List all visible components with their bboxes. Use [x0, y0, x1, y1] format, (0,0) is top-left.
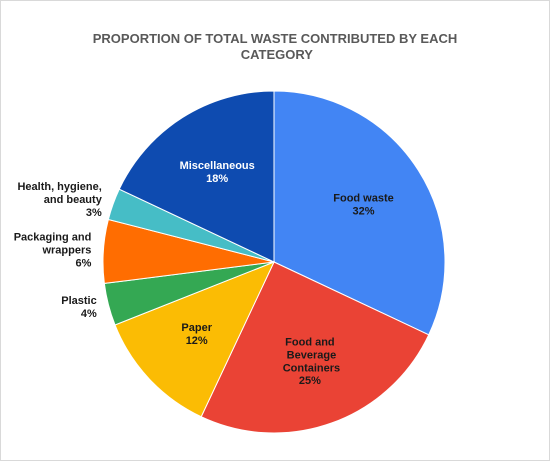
pie-slice	[273, 90, 446, 336]
chart-title: PROPORTION OF TOTAL WASTE CONTRIBUTED BY…	[93, 31, 458, 62]
slice-label: Packaging and wrappers	[14, 231, 92, 256]
pie-slice	[114, 261, 275, 418]
value-label: 18%	[206, 173, 228, 185]
value-label: 6%	[75, 257, 91, 269]
value-label: 12%	[186, 335, 208, 347]
pie-slice	[200, 261, 430, 434]
pie-slice	[118, 90, 275, 263]
value-label: 4%	[81, 308, 97, 320]
value-label: 32%	[353, 206, 375, 218]
slice-label: Plastic	[61, 295, 96, 307]
slice-label: Food and Beverage Containers	[280, 336, 341, 374]
value-label: 25%	[299, 375, 321, 387]
value-label: 3%	[86, 207, 102, 219]
slice-label: Paper	[181, 322, 212, 334]
slice-label: Health, hygiene, and beauty	[17, 181, 102, 206]
slice-label: Miscellaneous	[180, 160, 255, 172]
slice-label: Food waste	[333, 193, 394, 205]
